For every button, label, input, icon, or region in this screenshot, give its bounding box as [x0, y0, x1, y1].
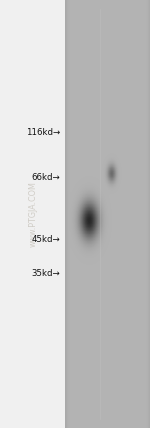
- Text: 66kd→: 66kd→: [31, 173, 60, 182]
- Text: 116kd→: 116kd→: [26, 128, 60, 137]
- Text: 35kd→: 35kd→: [31, 269, 60, 279]
- Text: 45kd→: 45kd→: [31, 235, 60, 244]
- Bar: [64, 0, 150, 428]
- Text: www.PTGJA.COM: www.PTGJA.COM: [28, 181, 38, 247]
